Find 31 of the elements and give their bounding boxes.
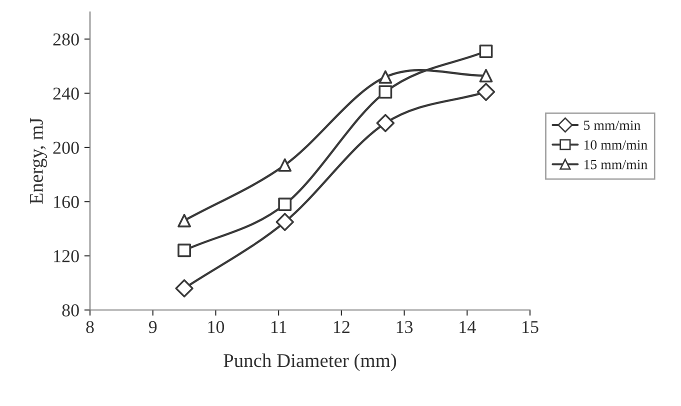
point bbox=[278, 158, 292, 172]
point bbox=[276, 212, 294, 232]
x-tick-label: 15 bbox=[522, 321, 538, 334]
point bbox=[278, 198, 292, 212]
x-tick-label: 8 bbox=[86, 320, 94, 334]
point bbox=[178, 214, 191, 228]
point bbox=[376, 114, 395, 132]
legend-label: 5 mm/min bbox=[584, 120, 641, 130]
y-tick-label: 200 bbox=[53, 142, 79, 154]
x-tick-label: 10 bbox=[208, 320, 224, 334]
point bbox=[175, 279, 194, 298]
point bbox=[476, 82, 496, 102]
y-axis-title: Energy, mJ bbox=[30, 118, 47, 204]
x-tick-label: 14 bbox=[460, 321, 476, 333]
point bbox=[378, 70, 392, 84]
y-tick-label: 120 bbox=[54, 250, 79, 262]
y-tick-label: 280 bbox=[53, 33, 79, 46]
legend-label: 10 mm/min bbox=[584, 140, 648, 150]
x-tick-label: 9 bbox=[148, 320, 157, 334]
x-axis-title: Punch Diameter (mm) bbox=[224, 353, 396, 372]
point bbox=[479, 68, 493, 82]
y-tick-label: 160 bbox=[54, 196, 79, 208]
x-tick-label: 11 bbox=[271, 321, 286, 333]
legend-label: 15 mm/min bbox=[584, 160, 648, 170]
y-tick-label: 80 bbox=[62, 304, 79, 316]
point bbox=[479, 44, 493, 58]
point bbox=[378, 85, 392, 99]
point bbox=[178, 244, 191, 258]
x-tick-label: 12 bbox=[334, 320, 350, 333]
y-tick-label: 240 bbox=[53, 88, 79, 100]
x-tick-label: 13 bbox=[396, 320, 413, 334]
